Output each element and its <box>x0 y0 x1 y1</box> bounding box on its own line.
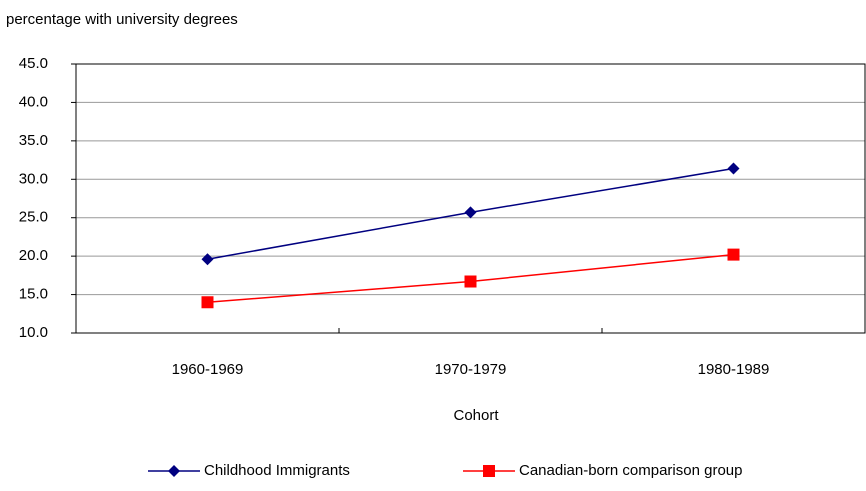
data-point <box>727 248 740 261</box>
y-tick-label: 30.0 <box>19 170 48 187</box>
legend-label: Canadian-born comparison group <box>519 462 742 479</box>
data-point <box>464 275 477 288</box>
legend-marker <box>483 465 495 477</box>
y-tick-label: 35.0 <box>19 132 48 149</box>
legend-label: Childhood Immigrants <box>204 462 350 479</box>
data-point <box>201 253 214 266</box>
y-axis-label: percentage with university degrees <box>6 11 238 28</box>
plot-border <box>75 63 866 334</box>
y-tick-label: 15.0 <box>19 286 48 303</box>
y-tick-label: 40.0 <box>19 93 48 110</box>
data-point <box>727 162 740 175</box>
x-tick-label: 1970-1979 <box>435 361 507 378</box>
y-tick-label: 25.0 <box>19 209 48 226</box>
data-point <box>464 206 477 219</box>
x-axis-label: Cohort <box>453 407 499 424</box>
x-tick-label: 1980-1989 <box>698 361 770 378</box>
y-tick-label: 45.0 <box>19 55 48 72</box>
y-tick-label: 20.0 <box>19 247 48 264</box>
y-tick-label: 10.0 <box>19 324 48 341</box>
data-point <box>201 296 214 309</box>
x-tick-label: 1960-1969 <box>172 361 244 378</box>
legend-marker <box>168 465 180 477</box>
